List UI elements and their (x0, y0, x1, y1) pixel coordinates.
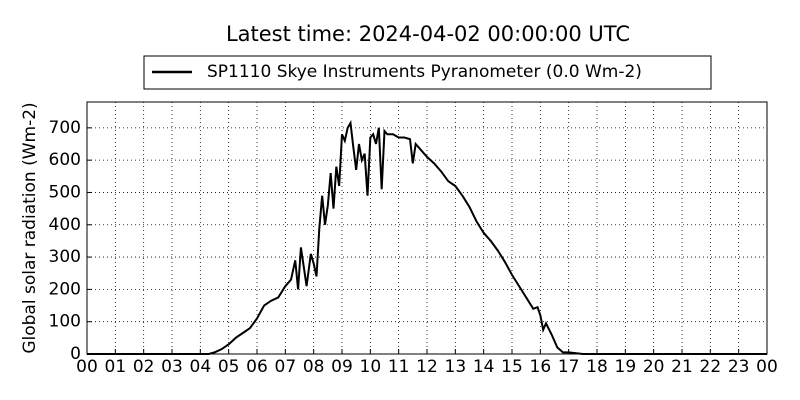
x-tick-label: 01 (105, 357, 127, 377)
x-tick-label: 21 (671, 357, 693, 377)
y-tick-label: 600 (49, 150, 81, 170)
y-tick-label: 500 (49, 182, 81, 202)
x-tick-label: 16 (530, 357, 552, 377)
x-tick-label: 03 (161, 357, 183, 377)
x-tick-label: 10 (360, 357, 382, 377)
x-tick-label: 00 (76, 357, 98, 377)
x-tick-label: 13 (445, 357, 467, 377)
y-tick-label: 300 (49, 247, 81, 267)
y-tick-label: 400 (49, 215, 81, 235)
x-tick-label: 17 (558, 357, 580, 377)
x-tick-label: 18 (586, 357, 608, 377)
y-tick-label: 0 (70, 344, 81, 364)
x-tick-label: 08 (303, 357, 325, 377)
x-tick-label: 06 (246, 357, 268, 377)
x-tick-label: 22 (700, 357, 722, 377)
y-tick-label: 200 (49, 279, 81, 299)
x-tick-label: 09 (331, 357, 353, 377)
x-tick-label: 20 (643, 357, 665, 377)
x-tick-label: 12 (416, 357, 438, 377)
x-tick-label: 23 (728, 357, 750, 377)
x-tick-label: 11 (388, 357, 410, 377)
chart-title: Latest time: 2024-04-02 00:00:00 UTC (226, 22, 630, 46)
data-line (87, 119, 767, 355)
y-tick-label: 700 (49, 118, 81, 138)
x-tick-label: 00 (756, 357, 778, 377)
y-tick-label: 100 (49, 312, 81, 332)
plot-frame (86, 101, 768, 355)
x-tick-label: 14 (473, 357, 495, 377)
x-tick-label: 02 (133, 357, 155, 377)
x-tick-label: 04 (190, 357, 212, 377)
x-tick-label: 19 (615, 357, 637, 377)
y-axis-label: Global solar radiation (Wm-2) (20, 102, 40, 353)
legend-box (143, 55, 712, 90)
legend-label: SP1110 Skye Instruments Pyranometer (0.0… (207, 62, 642, 82)
x-tick-label: 05 (218, 357, 240, 377)
x-tick-label: 07 (275, 357, 297, 377)
x-tick-label: 15 (501, 357, 523, 377)
